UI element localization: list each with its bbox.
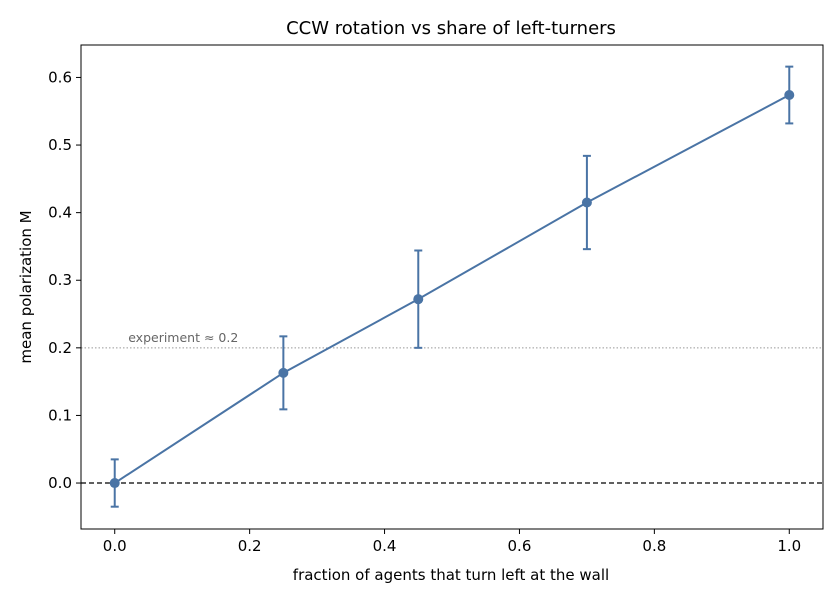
data-point [784,90,795,101]
y-axis-label: mean polarization M [17,210,35,363]
data-point [413,294,424,305]
chart-title: CCW rotation vs share of left-turners [286,18,616,39]
y-tick-label: 0.3 [48,271,72,289]
y-tick-label: 0.6 [48,68,72,86]
y-tick-label: 0.2 [48,339,72,357]
data-point [278,367,289,378]
data-point [109,478,120,489]
y-tick-label: 0.1 [48,406,72,424]
x-tick-label: 0.4 [373,537,397,555]
plot-area: experiment ≈ 0.2 0.0 0.2 0.4 0.6 0.8 1.0 0.0 0.1… [48,44,824,555]
x-tick-label: 0.6 [508,537,532,555]
x-tick-label: 0.8 [642,537,666,555]
y-tick-label: 0.5 [48,136,72,154]
x-tick-label: 0.2 [238,537,262,555]
axes-frame [80,44,824,530]
series-line [114,94,790,484]
reference-line-annotation: experiment ≈ 0.2 [128,330,238,345]
data-point [581,197,592,208]
y-tick-label: 0.0 [48,474,72,492]
x-tick-label: 0.0 [103,537,127,555]
y-tick-label: 0.4 [48,204,72,222]
x-tick-label: 1.0 [777,537,801,555]
x-axis-label: fraction of agents that turn left at the… [293,566,609,584]
